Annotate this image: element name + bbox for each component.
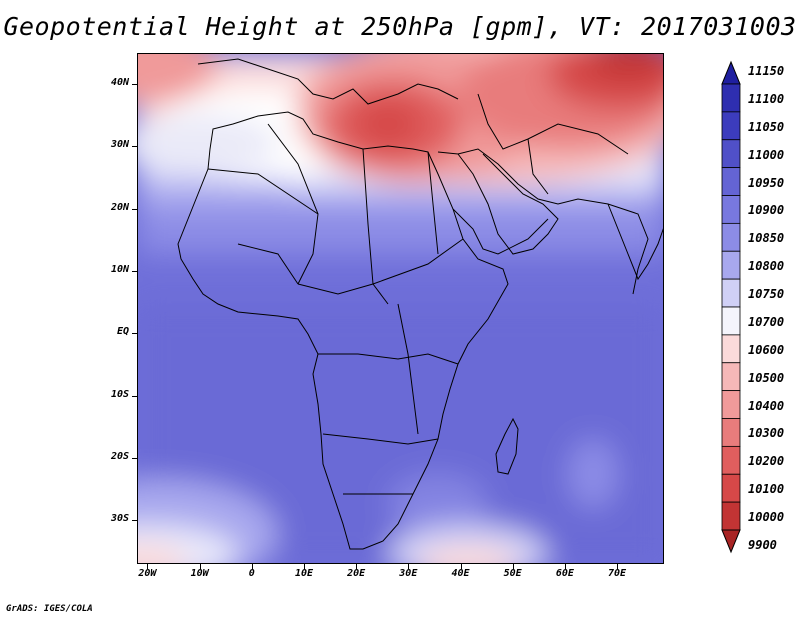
colorbar-label: 10900 — [748, 203, 785, 218]
colorbar-label: 11150 — [748, 64, 785, 78]
colorbar-segment — [721, 334, 741, 364]
lon-tick — [303, 564, 305, 569]
lat-tick — [132, 84, 137, 86]
lat-label-10n: 10N — [110, 264, 129, 276]
colorbar-segment — [721, 306, 741, 336]
colorbar-segment — [721, 501, 741, 531]
lat-label-10s: 10S — [110, 388, 129, 400]
lon-tick — [251, 564, 253, 569]
colorbar-segment — [721, 83, 741, 113]
height-field — [138, 54, 663, 563]
lat-tick — [132, 271, 137, 273]
lon-label-60e: 60E — [555, 568, 574, 579]
map-title: Geopotential Height at 250hPa [gpm], VT:… — [3, 12, 797, 41]
colorbar-segment — [721, 390, 741, 419]
lon-label-50e: 50E — [503, 568, 522, 579]
lat-label-20n: 20N — [110, 201, 129, 213]
colorbar-label: 10300 — [748, 426, 785, 441]
colorbar-label: 11000 — [748, 147, 785, 162]
lat-tick — [132, 458, 137, 460]
colorbar-segment — [721, 139, 741, 169]
colorbar-segment — [721, 278, 741, 308]
colorbar-label: 10600 — [748, 342, 785, 357]
colorbar-label: 10100 — [748, 482, 785, 497]
colorbar-label: 10000 — [748, 510, 785, 524]
lon-label-30e: 30E — [399, 568, 418, 579]
lon-label-70e: 70E — [608, 568, 627, 579]
colorbar-label: 10700 — [748, 314, 785, 329]
lat-tick — [132, 395, 137, 397]
lon-label-20e: 20E — [347, 568, 366, 579]
colorbar-label: 10500 — [748, 370, 785, 385]
colorbar-segment — [721, 195, 741, 224]
colorbar-label: 11050 — [748, 119, 785, 134]
lat-label-30s: 30S — [110, 513, 129, 525]
colorbar-segment — [721, 445, 741, 475]
lon-tick — [564, 564, 566, 569]
lon-label-10w: 10W — [190, 568, 209, 579]
colorbar-segment — [721, 362, 741, 392]
map-canvas — [138, 54, 663, 563]
map-panel — [137, 53, 664, 564]
colorbar-label: 10200 — [748, 454, 785, 469]
colorbar-label: 10950 — [748, 175, 785, 190]
credit-text: GrADS: IGES/COLA — [6, 604, 93, 614]
lon-label-10e: 10E — [294, 568, 313, 579]
colorbar-label: 10400 — [748, 398, 785, 413]
lat-label-20s: 20S — [110, 451, 129, 463]
lon-tick — [617, 564, 619, 569]
lon-tick — [199, 564, 201, 569]
lat-label-30n: 30N — [110, 139, 129, 151]
lat-label-eq: EQ — [116, 326, 129, 338]
colorbar-segment — [721, 167, 741, 196]
lat-tick — [132, 520, 137, 522]
coastlines — [177, 58, 663, 550]
lat-tick — [132, 208, 137, 210]
colorbar-label: 10850 — [748, 231, 785, 246]
lat-tick — [132, 333, 137, 335]
colorbar-segment — [721, 473, 741, 503]
colorbar-bottom-arrow — [721, 529, 741, 554]
lon-label-0: 0 — [248, 568, 255, 579]
lon-tick — [408, 564, 410, 569]
lon-label-20w: 20W — [138, 568, 157, 579]
colorbar-segment — [721, 418, 741, 447]
colorbar-label: 10750 — [748, 287, 785, 301]
colorbar-label: 11100 — [748, 91, 785, 106]
lon-tick — [147, 564, 149, 569]
lon-tick — [460, 564, 462, 569]
lat-label-40n: 40N — [110, 77, 129, 89]
lon-tick — [356, 564, 358, 569]
colorbar-top-arrow — [721, 60, 741, 85]
colorbar-segment — [721, 111, 741, 141]
lat-tick — [132, 146, 137, 148]
colorbar-label: 10800 — [748, 259, 785, 274]
lon-tick — [512, 564, 514, 569]
colorbar-label: 9900 — [748, 537, 777, 552]
colorbar-segment — [721, 222, 741, 252]
lon-label-40e: 40E — [451, 568, 470, 579]
colorbar-segment — [721, 250, 741, 280]
